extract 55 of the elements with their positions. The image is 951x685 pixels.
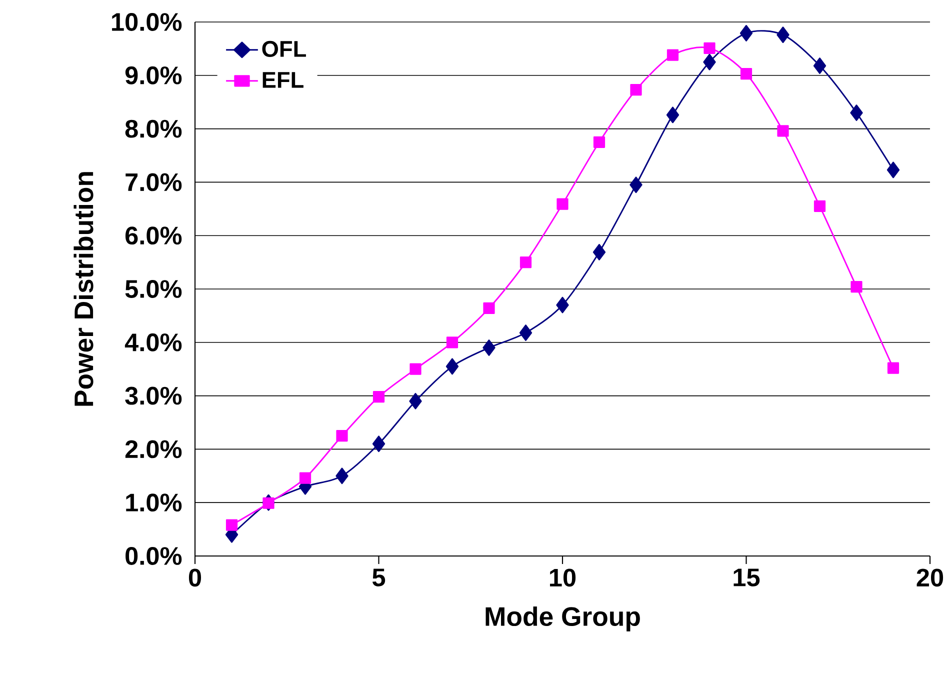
point: [262, 497, 274, 509]
point: [850, 104, 863, 121]
legend-label: EFL: [262, 72, 304, 88]
y-axis-title: Power Distribution: [74, 172, 94, 406]
point: [410, 363, 422, 375]
point: [777, 125, 789, 137]
point: [666, 49, 679, 61]
y-tick-label: 3.0%: [125, 386, 182, 405]
point: [887, 362, 900, 374]
x-tick-label: 0: [188, 568, 202, 587]
x-tick-label: 5: [372, 568, 386, 586]
point: [226, 519, 238, 531]
point: [446, 336, 458, 348]
point: [336, 468, 348, 484]
point: [336, 430, 348, 442]
x-axis-title: Mode Group: [486, 606, 640, 632]
y-tick-label: 10.0%: [112, 13, 182, 31]
point: [630, 176, 642, 194]
point: [630, 84, 642, 96]
point: [483, 302, 495, 314]
y-tick-label: 7.0%: [126, 173, 182, 192]
y-tick-label: 2.0%: [125, 440, 182, 458]
y-tick-label: 5.0%: [125, 280, 182, 298]
y-tick-label: 6.0%: [125, 226, 182, 245]
point: [593, 136, 606, 148]
point: [556, 296, 569, 314]
point: [519, 324, 532, 341]
point: [740, 68, 752, 80]
point: [409, 392, 422, 410]
point: [740, 25, 753, 42]
y-tick-label: 9.0%: [125, 66, 182, 84]
y-tick-label: 4.0%: [124, 333, 182, 352]
point: [813, 58, 826, 74]
point: [520, 256, 532, 268]
y-tick-label: 0.0%: [126, 547, 182, 565]
point: [299, 472, 312, 484]
y-tick-label: 1.0%: [126, 494, 182, 512]
point: [703, 54, 716, 70]
x-tick-label: 10: [550, 568, 576, 587]
point: [372, 391, 385, 403]
point: [776, 26, 790, 44]
y-tick-label: 8.0%: [125, 120, 182, 138]
point: [482, 340, 496, 356]
point: [886, 162, 900, 178]
x-tick-label: 20: [916, 568, 944, 587]
point: [446, 358, 459, 375]
point: [814, 200, 826, 212]
point: [556, 198, 568, 210]
point: [372, 436, 386, 452]
point: [592, 244, 606, 260]
point: [704, 42, 716, 54]
x-tick-label: 15: [734, 568, 760, 586]
point: [850, 281, 862, 293]
point: [666, 106, 680, 124]
legend-label: OFL: [262, 40, 306, 57]
